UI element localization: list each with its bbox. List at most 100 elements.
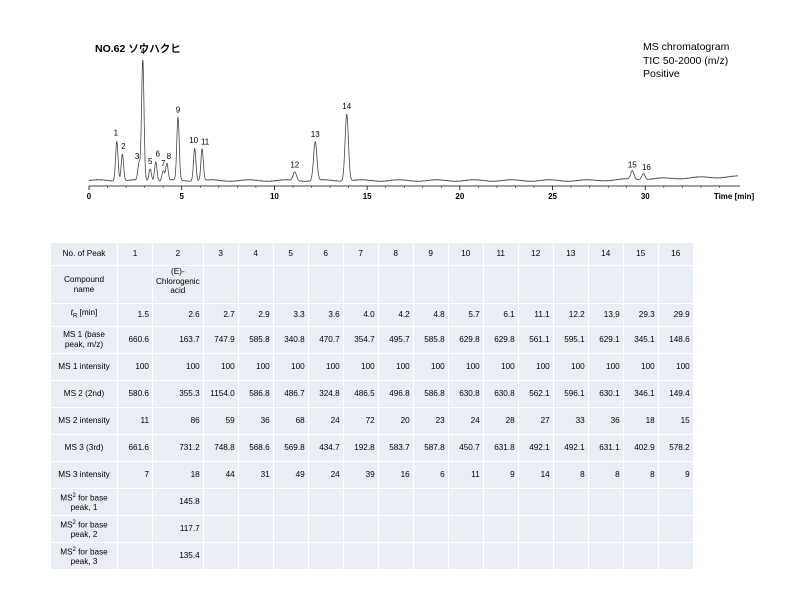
table-cell: 434.7 xyxy=(308,435,343,461)
table-cell: 100 xyxy=(658,354,693,380)
table-cell xyxy=(623,266,658,303)
table-cell: 100 xyxy=(553,354,588,380)
table-cell: 100 xyxy=(413,354,448,380)
table-cell xyxy=(378,543,413,569)
table-cell: 629.8 xyxy=(448,327,483,353)
table-cell xyxy=(553,543,588,569)
table-cell xyxy=(658,543,693,569)
table-cell: 14 xyxy=(518,462,553,488)
table-cell xyxy=(238,516,273,542)
table-cell xyxy=(588,543,623,569)
table-cell xyxy=(118,266,152,303)
table-cell xyxy=(483,543,518,569)
table-cell: 748.8 xyxy=(203,435,238,461)
x-tick-label: 30 xyxy=(641,192,650,201)
table-cell: 100 xyxy=(518,354,553,380)
table-cell: 100 xyxy=(483,354,518,380)
table-cell xyxy=(378,266,413,303)
table-cell: 595.1 xyxy=(553,327,588,353)
table-row: No. of Peak 1 2 3 4 5 6 7 8 9 10 11 12 13 14 15 16 xyxy=(51,243,693,265)
table-cell: 631.8 xyxy=(483,435,518,461)
table-cell: 135.4 xyxy=(153,543,203,569)
row-header-rest: for base peak, 2 xyxy=(70,520,108,539)
table-cell xyxy=(483,489,518,515)
table-cell: 562.1 xyxy=(518,381,553,407)
row-header: MS 3 (3rd) xyxy=(51,435,117,461)
info-line-range: TIC 50-2000 (m/z) xyxy=(643,54,729,67)
table-cell: 24 xyxy=(448,408,483,434)
row-header-sup: 2 xyxy=(72,519,76,526)
table-cell: 486.7 xyxy=(273,381,308,407)
table-cell: 11 xyxy=(483,243,518,265)
table-cell: 15 xyxy=(623,243,658,265)
table-cell: 100 xyxy=(203,354,238,380)
table-cell: 585.8 xyxy=(413,327,448,353)
table-cell xyxy=(203,516,238,542)
table-cell: 149.4 xyxy=(658,381,693,407)
x-tick-label: 15 xyxy=(363,192,372,201)
table-cell: 11 xyxy=(448,462,483,488)
table-cell: 4.8 xyxy=(413,304,448,326)
row-header: MS 3 intensity xyxy=(51,462,117,488)
table-cell: 29.9 xyxy=(658,304,693,326)
table-cell: 100 xyxy=(238,354,273,380)
table-cell: 630.1 xyxy=(588,381,623,407)
peak-label: 2 xyxy=(121,142,126,151)
table-cell xyxy=(378,516,413,542)
table-cell: 100 xyxy=(588,354,623,380)
table-cell: 20 xyxy=(378,408,413,434)
table-cell: 660.6 xyxy=(118,327,152,353)
table-cell: 23 xyxy=(413,408,448,434)
table-cell: 39 xyxy=(343,462,378,488)
row-header: MS 2 intensity xyxy=(51,408,117,434)
table-cell: 36 xyxy=(588,408,623,434)
table-cell: 2.6 xyxy=(153,304,203,326)
table-cell xyxy=(553,489,588,515)
table-cell: 580.6 xyxy=(118,381,152,407)
table-cell xyxy=(308,516,343,542)
table-cell xyxy=(273,266,308,303)
table-cell: 8 xyxy=(378,243,413,265)
table-cell: 24 xyxy=(308,408,343,434)
table-cell xyxy=(273,516,308,542)
peak-label: 15 xyxy=(628,160,637,169)
table-cell: 586.8 xyxy=(413,381,448,407)
table-cell: 402.9 xyxy=(623,435,658,461)
table-cell: 31 xyxy=(238,462,273,488)
table-cell: 354.7 xyxy=(343,327,378,353)
row-header: MS2 for base peak, 2 xyxy=(51,516,117,542)
table-cell: 18 xyxy=(153,462,203,488)
table-cell xyxy=(658,489,693,515)
table-cell: 68 xyxy=(273,408,308,434)
peak-label: 9 xyxy=(176,106,181,115)
table-cell: 192.8 xyxy=(343,435,378,461)
table-cell: 27 xyxy=(518,408,553,434)
row-header-main: t xyxy=(70,307,73,317)
table-row: MS 1 intensity 100 100 100 100 100 100 100 100 10… xyxy=(51,354,693,380)
peak-label: 7 xyxy=(161,159,166,168)
table-cell: 630.8 xyxy=(483,381,518,407)
table-cell: 4.0 xyxy=(343,304,378,326)
table-cell: 100 xyxy=(448,354,483,380)
row-header: No. of Peak xyxy=(51,243,117,265)
table-cell: 731.2 xyxy=(153,435,203,461)
table-cell xyxy=(483,516,518,542)
table-cell: 3 xyxy=(203,243,238,265)
peak-label: 14 xyxy=(342,102,351,111)
table-row: tR [min] 1.5 2.6 2.7 2.9 3.3 3.6 4.0 4.2 4.8 5.7 6.… xyxy=(51,304,693,326)
table-cell: 3.6 xyxy=(308,304,343,326)
table-row: MS2 for base peak, 2 117.7 xyxy=(51,516,693,542)
table-cell: 569.8 xyxy=(273,435,308,461)
table-cell xyxy=(413,489,448,515)
table-cell: 100 xyxy=(623,354,658,380)
table-cell: 11.1 xyxy=(518,304,553,326)
table-cell: 346.1 xyxy=(623,381,658,407)
table-cell: 631.1 xyxy=(588,435,623,461)
table-cell: 59 xyxy=(203,408,238,434)
table-cell: 568.6 xyxy=(238,435,273,461)
table-cell xyxy=(518,543,553,569)
peak-label: 12 xyxy=(290,160,299,169)
table-cell: 9 xyxy=(483,462,518,488)
row-header: MS 2 (2nd) xyxy=(51,381,117,407)
table-cell: 36 xyxy=(238,408,273,434)
